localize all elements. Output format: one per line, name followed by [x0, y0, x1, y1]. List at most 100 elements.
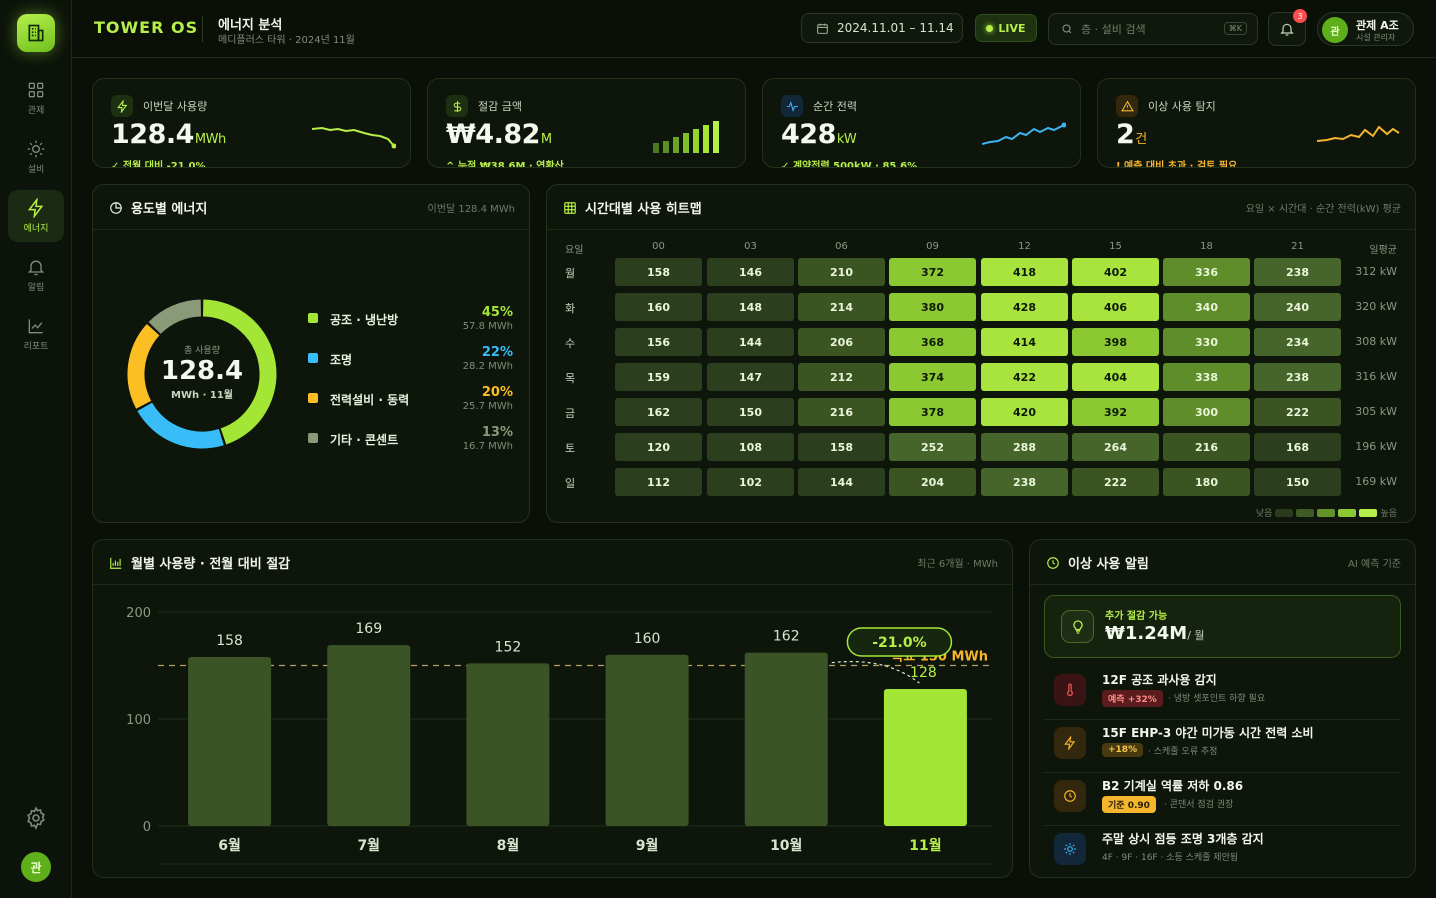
- bar[interactable]: [466, 663, 550, 826]
- live-indicator[interactable]: LIVE: [975, 14, 1037, 42]
- heatmap-cell[interactable]: 330: [1163, 328, 1250, 356]
- kpi-card-monthly-usage[interactable]: 이번달 사용량 128.4MWh ✓ 전월 대비 -21.0%: [92, 78, 411, 168]
- heatmap-cell[interactable]: 204: [889, 468, 976, 496]
- heatmap-cell[interactable]: 336: [1163, 258, 1250, 286]
- heatmap-cell[interactable]: 406: [1072, 293, 1159, 321]
- heatmap-cell[interactable]: 340: [1163, 293, 1250, 321]
- alert-desc: · 냉방 셋포인트 하향 필요: [1168, 694, 1266, 704]
- heatmap-cell[interactable]: 404: [1072, 363, 1159, 391]
- bar[interactable]: [744, 652, 828, 826]
- heatmap-cell[interactable]: 102: [707, 468, 794, 496]
- heatmap-row-avg: 169 kW: [1355, 475, 1397, 488]
- x-tick-label: 6월: [218, 837, 241, 854]
- heatmap-cell[interactable]: 108: [707, 433, 794, 461]
- bar[interactable]: [605, 654, 689, 826]
- heatmap-cell[interactable]: 414: [981, 328, 1068, 356]
- heatmap-cell[interactable]: 234: [1254, 328, 1341, 356]
- heatmap-cell[interactable]: 160: [615, 293, 702, 321]
- heatmap-cell[interactable]: 378: [889, 398, 976, 426]
- heatmap-cell[interactable]: 168: [1254, 433, 1341, 461]
- kpi-delta: ^ 누적 ₩38.6M · 연환산: [446, 161, 564, 168]
- heatmap-cell[interactable]: 156: [615, 328, 702, 356]
- heatmap-cell[interactable]: 238: [1254, 258, 1341, 286]
- heatmap-cell[interactable]: 238: [981, 468, 1068, 496]
- heatmap-cell[interactable]: 338: [1163, 363, 1250, 391]
- gear-icon[interactable]: [24, 806, 48, 830]
- kpi-card-instant-power[interactable]: 순간 전력 428kW ✓ 계약전력 500kW · 85.6%: [762, 78, 1081, 168]
- heatmap-cell[interactable]: 216: [798, 398, 885, 426]
- heatmap-cell[interactable]: 159: [615, 363, 702, 391]
- donut-slice[interactable]: [127, 323, 160, 409]
- bell-icon: [27, 260, 45, 276]
- heatmap-cell[interactable]: 300: [1163, 398, 1250, 426]
- sidebar-item-equipment[interactable]: 설비: [8, 131, 64, 183]
- heatmap-cell[interactable]: 392: [1072, 398, 1159, 426]
- kpi-card-anomaly[interactable]: 이상 사용 탐지 2건 ! 예측 대비 초과 · 검토 필요: [1097, 78, 1416, 168]
- heatmap-cell[interactable]: 158: [798, 433, 885, 461]
- heatmap-hour-label: 00: [652, 241, 665, 252]
- bar[interactable]: [883, 689, 967, 826]
- y-tick-label: 100: [126, 713, 151, 728]
- sidebar-item-report[interactable]: 리포트: [8, 308, 64, 360]
- heatmap-cell[interactable]: 422: [981, 363, 1068, 391]
- heatmap-cell[interactable]: 210: [798, 258, 885, 286]
- alert-item[interactable]: 주말 상시 점등 조명 3개층 감지 4F · 9F · 16F · 소등 스케…: [1044, 827, 1401, 877]
- heatmap-cell[interactable]: 380: [889, 293, 976, 321]
- sidebar-item-control[interactable]: 관제: [8, 72, 64, 124]
- alert-item[interactable]: B2 기계실 역률 저하 0.86 기준 0.90 · 콘덴서 점검 권장: [1044, 774, 1401, 826]
- heatmap-cell[interactable]: 150: [707, 398, 794, 426]
- heatmap-cell[interactable]: 120: [615, 433, 702, 461]
- heatmap-cell[interactable]: 402: [1072, 258, 1159, 286]
- heatmap-cell[interactable]: 264: [1072, 433, 1159, 461]
- sidebar-item-energy[interactable]: 에너지: [8, 190, 64, 242]
- donut-slice[interactable]: [137, 402, 224, 449]
- donut-slice[interactable]: [202, 299, 277, 445]
- heatmap-cell[interactable]: 418: [981, 258, 1068, 286]
- heatmap-cell[interactable]: 144: [707, 328, 794, 356]
- bar-value-label: 162: [773, 629, 800, 645]
- heatmap-cell[interactable]: 420: [981, 398, 1068, 426]
- heatmap-cell[interactable]: 222: [1254, 398, 1341, 426]
- sidebar-item-alerts[interactable]: 알림: [8, 249, 64, 301]
- kpi-label: 순간 전력: [813, 100, 857, 113]
- heatmap-cell[interactable]: 147: [707, 363, 794, 391]
- kpi-value: 428kW: [781, 119, 857, 150]
- building-logo-icon[interactable]: [17, 14, 55, 52]
- heatmap-cell[interactable]: 216: [1163, 433, 1250, 461]
- heatmap-cell[interactable]: 112: [615, 468, 702, 496]
- heatmap-cell[interactable]: 222: [1072, 468, 1159, 496]
- alert-item[interactable]: 12F 공조 과사용 감지 예측 +32% · 냉방 셋포인트 하향 필요: [1044, 668, 1401, 720]
- heatmap-cell[interactable]: 372: [889, 258, 976, 286]
- heatmap-cell[interactable]: 162: [615, 398, 702, 426]
- heatmap-cell[interactable]: 374: [889, 363, 976, 391]
- bar[interactable]: [188, 656, 272, 826]
- x-tick-label: 10월: [770, 837, 802, 854]
- savings-potential-banner[interactable]: 추가 절감 가능 ₩1.24M/ 월: [1044, 595, 1401, 658]
- heatmap-cell[interactable]: 206: [798, 328, 885, 356]
- heatmap-cell[interactable]: 288: [981, 433, 1068, 461]
- heatmap-cell[interactable]: 158: [615, 258, 702, 286]
- user-menu[interactable]: 관 관제 A조 시설 관리자: [1317, 12, 1414, 46]
- avatar[interactable]: 관: [21, 852, 51, 882]
- heatmap-cell[interactable]: 368: [889, 328, 976, 356]
- heatmap-cell[interactable]: 150: [1254, 468, 1341, 496]
- heatmap-cell[interactable]: 238: [1254, 363, 1341, 391]
- notifications-button[interactable]: 3: [1268, 9, 1307, 46]
- heatmap-cell[interactable]: 212: [798, 363, 885, 391]
- heatmap-cell[interactable]: 148: [707, 293, 794, 321]
- kpi-card-savings[interactable]: 절감 금액 ₩4.82M ^ 누적 ₩38.6M · 연환산: [427, 78, 746, 168]
- heatmap-cell[interactable]: 252: [889, 433, 976, 461]
- heatmap-cell[interactable]: 214: [798, 293, 885, 321]
- heatmap-cell[interactable]: 180: [1163, 468, 1250, 496]
- heatmap-cell[interactable]: 398: [1072, 328, 1159, 356]
- alert-item[interactable]: 15F EHP-3 야간 미가동 시간 전력 소비 +18% · 스케줄 오류 …: [1044, 721, 1401, 773]
- y-tick-label: 0: [143, 820, 151, 835]
- heatmap-cell[interactable]: 428: [981, 293, 1068, 321]
- heatmap-cell[interactable]: 146: [707, 258, 794, 286]
- donut-slice[interactable]: [148, 299, 202, 335]
- heatmap-cell[interactable]: 144: [798, 468, 885, 496]
- bar[interactable]: [327, 645, 411, 826]
- search-input[interactable]: 층 · 설비 검색 ⌘K: [1048, 13, 1258, 45]
- heatmap-cell[interactable]: 240: [1254, 293, 1341, 321]
- date-range-picker[interactable]: 2024.11.01 – 11.14: [801, 13, 963, 43]
